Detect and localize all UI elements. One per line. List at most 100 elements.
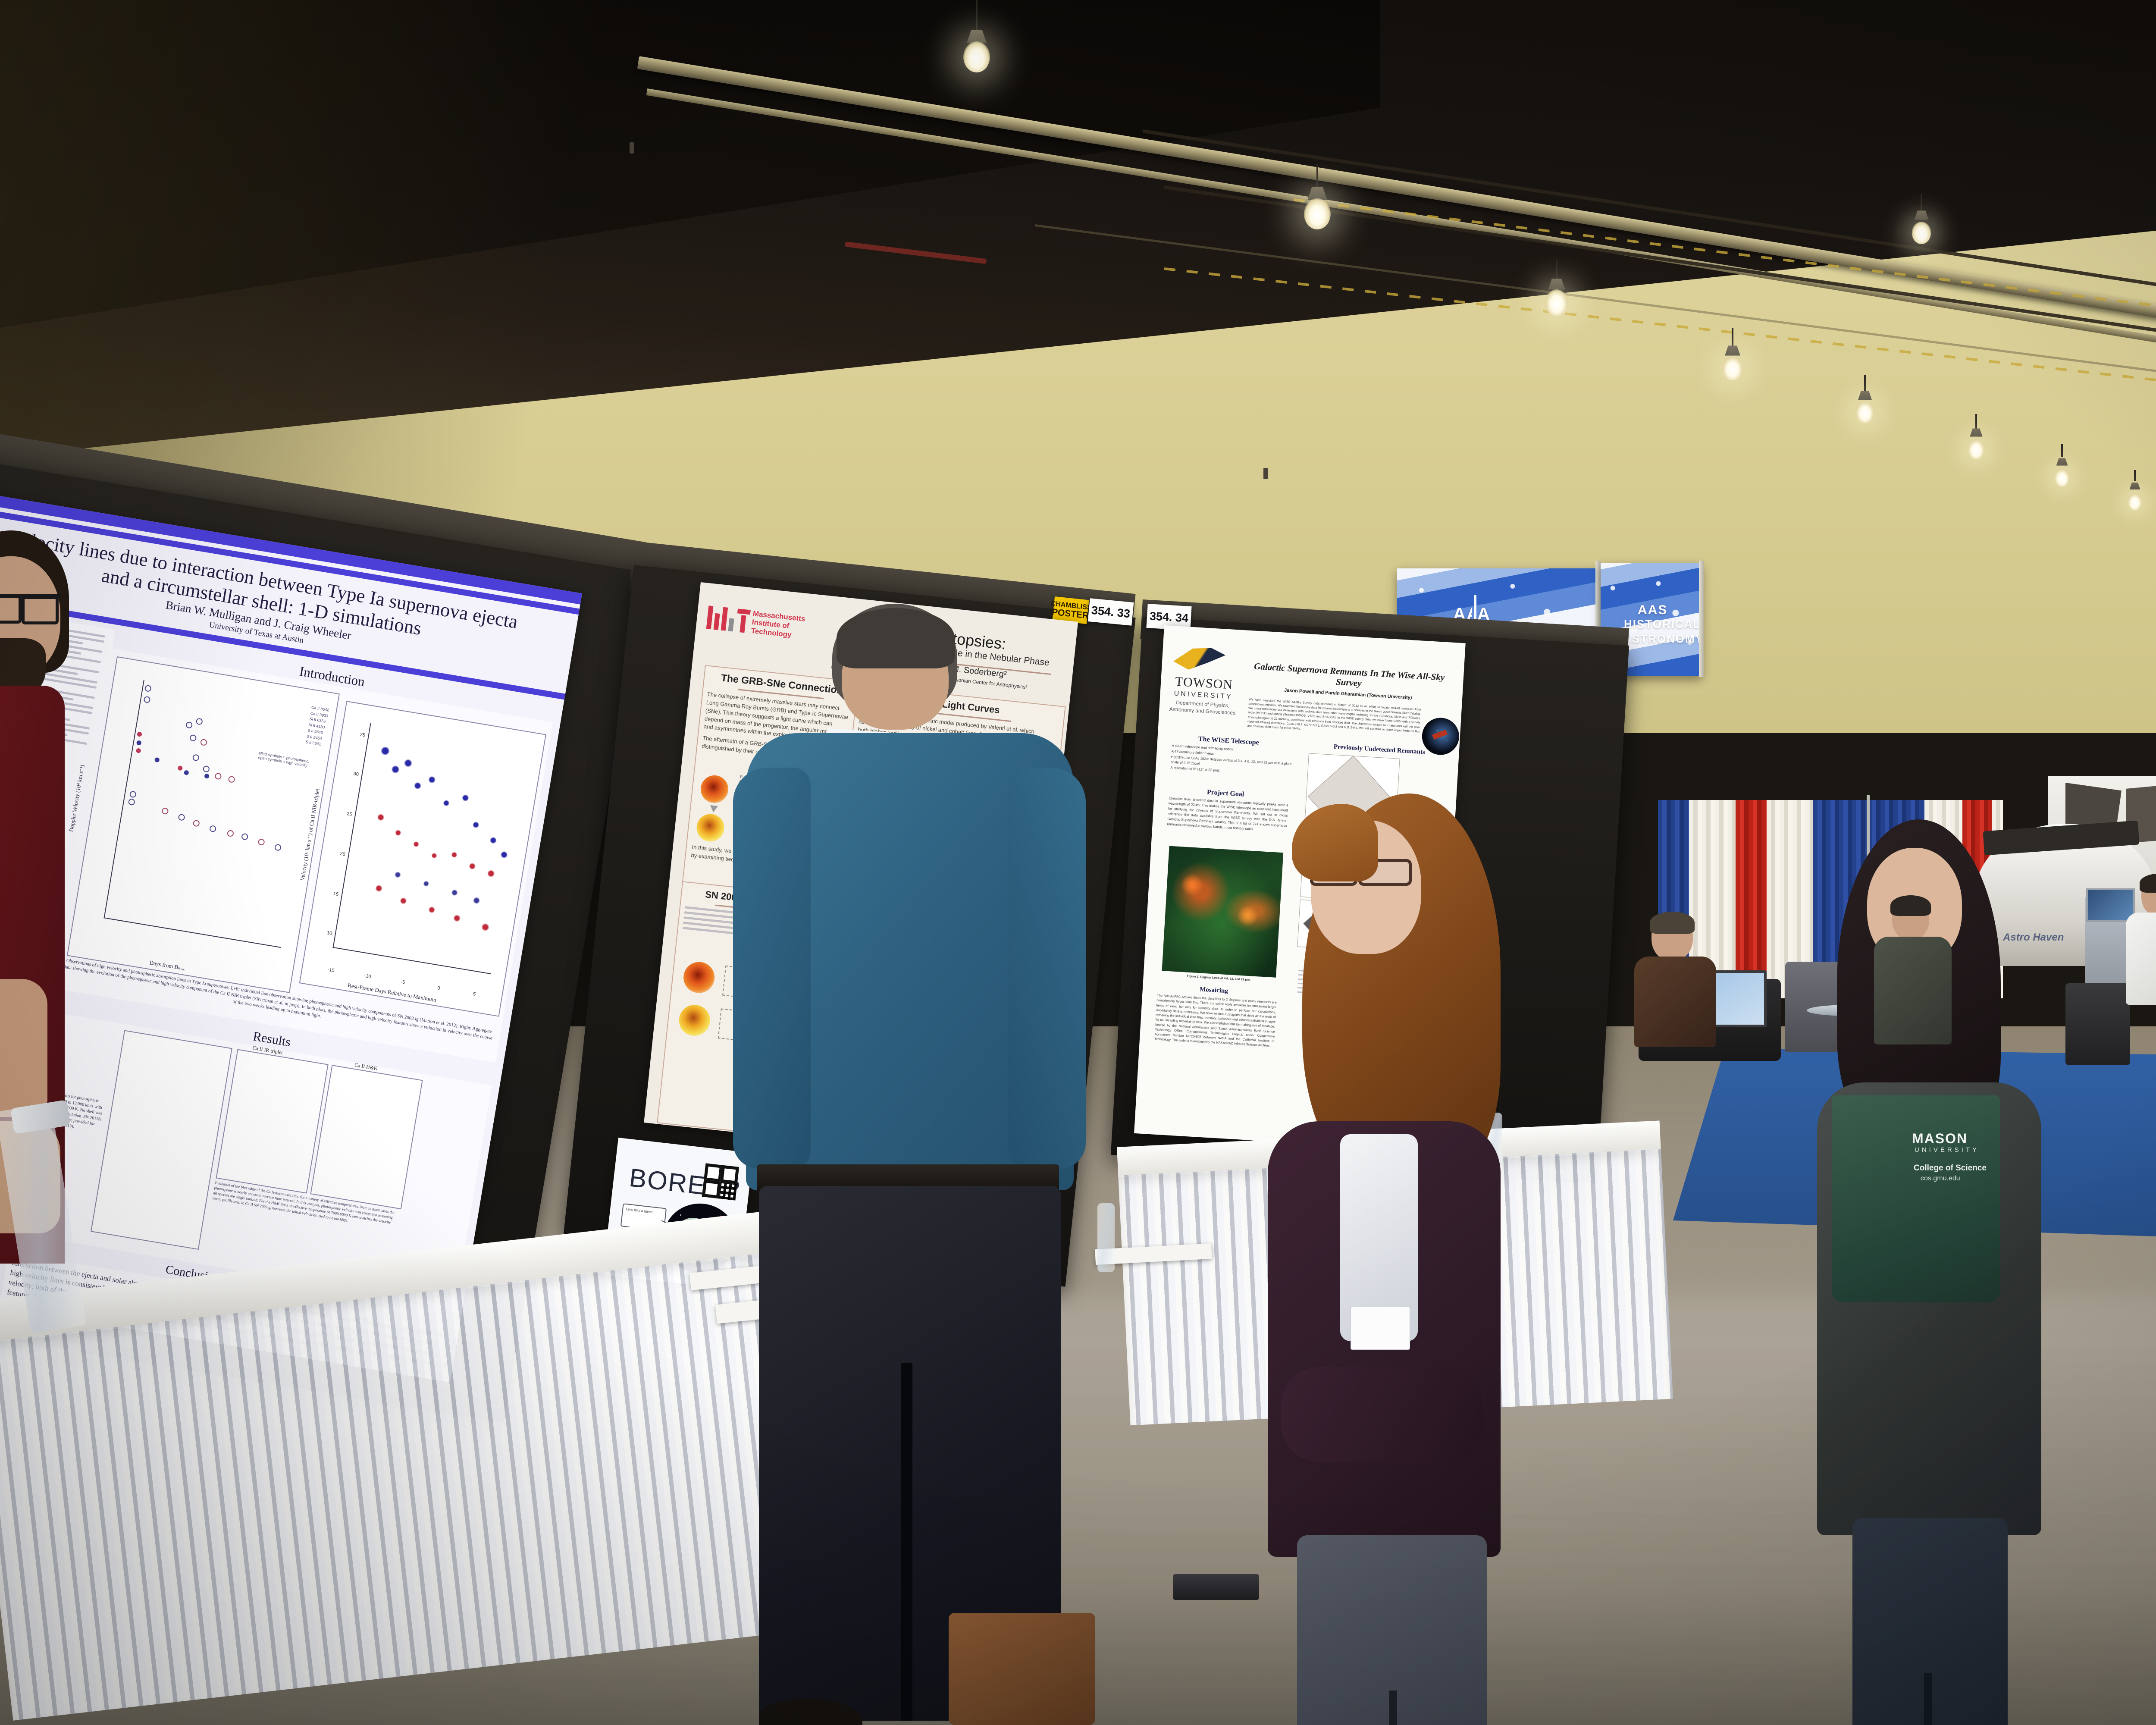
plot-point — [154, 757, 160, 763]
plot-point — [200, 738, 208, 746]
chair-far-2 — [2065, 983, 2130, 1065]
plot-right-xtick: 5 — [473, 991, 476, 997]
hair-front — [1292, 804, 1378, 881]
tote-bag-mason-university[interactable]: MASON UNIVERSITY College of Science cos.… — [1832, 1095, 2000, 1302]
results-plot-ca-ir — [216, 1049, 329, 1194]
banner-frame-post-right — [1699, 561, 1704, 677]
banner-line-historical: HISTORICAL — [1624, 618, 1701, 630]
pendant-light — [1910, 194, 1933, 267]
person-presenter-woman — [1250, 794, 1518, 1725]
person-blue-shirt-attendee: Ball Aerospace & Technologies Corp. 223r… — [729, 604, 1108, 1725]
plot-right-xtick: 0 — [437, 985, 441, 991]
mit-bar — [713, 613, 720, 630]
arm-left — [733, 768, 811, 1169]
plot-point — [136, 740, 142, 746]
pendant-light — [1544, 259, 1570, 345]
speech-bubble-text: Let's play a game! — [625, 1207, 654, 1214]
plot-right-ytick: 20 — [339, 851, 346, 857]
towson-logo-swoosh — [1173, 646, 1226, 675]
astro-haven-label: Astro Haven — [2003, 932, 2064, 943]
arm-right — [1008, 768, 1086, 1169]
banner-line-aas: AAS — [1638, 603, 1668, 617]
plot-right-xtick: -15 — [327, 967, 335, 974]
plot-point — [144, 684, 152, 692]
messenger-bag-on-floor[interactable] — [949, 1613, 1095, 1725]
name-badge — [1351, 1307, 1410, 1350]
phase-arrow-icon — [709, 805, 718, 813]
plot-left-xlabel: Days from Bₘₐₓ — [149, 959, 185, 972]
plot-point — [135, 748, 141, 754]
hair — [1890, 895, 1931, 916]
pendant-light — [1720, 328, 1745, 405]
plot-point — [189, 734, 197, 742]
pendant-light — [962, 0, 992, 99]
results-plot-ca-hk — [310, 1065, 423, 1210]
tote-line-university: UNIVERSITY — [1915, 1146, 1980, 1154]
plot-point — [177, 765, 183, 771]
poster-c-abstract: We have searched the WISE All-Sky Survey… — [1247, 698, 1421, 734]
plot-point — [204, 773, 210, 779]
sn-orb-b — [677, 1003, 712, 1038]
person-background-white-shirt — [2126, 874, 2156, 1005]
person-attendee-with-tote: MASON UNIVERSITY College of Science cos.… — [1811, 819, 2061, 1725]
plot-point — [257, 838, 265, 846]
plot-point — [214, 772, 222, 780]
podium-monitor — [2086, 888, 2135, 922]
water-bottle-on-table[interactable] — [1097, 1203, 1115, 1272]
trouser-gap — [1389, 1690, 1397, 1725]
plot-point — [183, 770, 189, 776]
tote-line-college: College of Science — [1914, 1164, 1987, 1173]
floor-cable-cover — [1173, 1574, 1259, 1600]
sprinkler-head — [1263, 468, 1268, 479]
plot-point — [209, 825, 217, 833]
trouser-gap — [901, 1363, 912, 1721]
plot-right-ytick: 10 — [326, 930, 333, 936]
tote-line-mason: MASON — [1912, 1131, 1968, 1146]
nebular-orb — [695, 812, 726, 843]
mit-bar — [706, 605, 714, 630]
plot-point — [274, 844, 282, 851]
pendant-light — [2053, 444, 2071, 505]
plot-point — [226, 829, 235, 837]
plot-right-x-axis — [332, 947, 492, 974]
plot-point — [195, 718, 203, 725]
plot-point — [143, 696, 151, 703]
plot-point — [192, 754, 200, 762]
hair-crown — [837, 608, 955, 668]
trouser-gap — [1924, 1673, 1932, 1725]
person-background-seated-laptop — [1634, 912, 1725, 1047]
torso — [2126, 913, 2156, 1005]
pendant-light — [2126, 470, 2144, 526]
arms-crossed — [1281, 1367, 1483, 1462]
plot-point — [185, 721, 193, 729]
plot-point — [228, 775, 235, 783]
tote-line-url: cos.gmu.edu — [1921, 1175, 1960, 1182]
plot-point — [161, 807, 169, 815]
hair — [2140, 874, 2156, 893]
plot-point — [192, 819, 200, 827]
photosphere-orb — [699, 774, 730, 805]
eyeglasses-lens-left — [0, 595, 22, 624]
torso — [1874, 937, 1952, 1044]
plot-right-ytick: 15 — [333, 891, 339, 897]
plot-right-xtick: -5 — [400, 979, 406, 985]
plot-left-symbol-note: filled symbols = photospheric; open symb… — [258, 751, 310, 768]
pendant-light — [1966, 414, 1986, 479]
aas-logo-cross-vert — [1474, 595, 1476, 640]
person-background-standing-suit — [1871, 895, 1958, 1044]
eyeglasses-lens-right — [22, 596, 59, 624]
plot-point — [137, 731, 142, 737]
plot-left-legend: Ca II 8542 Ca II 3933 Si II 6355 Si II 4… — [305, 705, 330, 748]
plot-point — [241, 833, 249, 841]
mit-bar — [721, 607, 728, 631]
plot-right-ytick: 35 — [359, 732, 366, 738]
sprinkler-head-2 — [630, 142, 634, 154]
torso — [1634, 957, 1716, 1047]
poster-c-instrument-bullets: A 40-cm telescope and reimaging optics. … — [1170, 743, 1292, 778]
plot-left-x-axis — [103, 917, 281, 948]
arm-raised — [0, 979, 47, 1117]
pendant-light — [1302, 164, 1332, 263]
sn-orb-a — [682, 960, 716, 995]
plot-right-ytick: 30 — [353, 771, 359, 778]
